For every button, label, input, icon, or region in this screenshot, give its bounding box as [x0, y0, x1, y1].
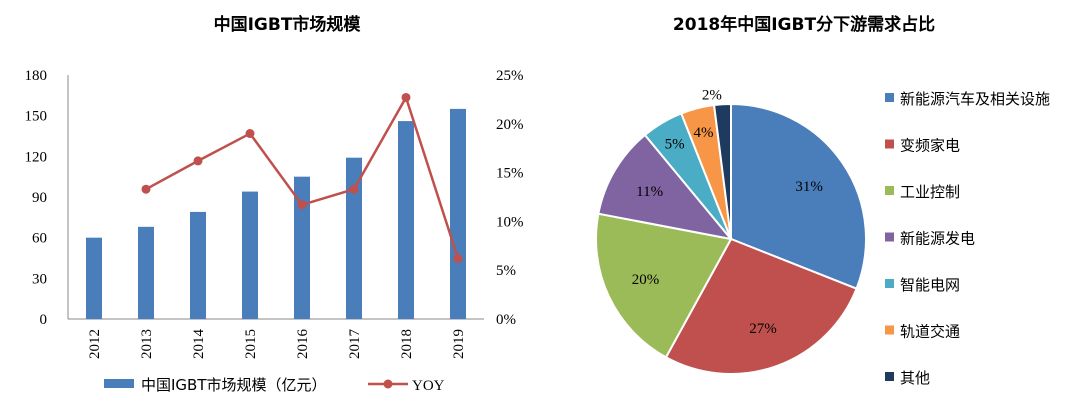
pie-slices	[595, 102, 867, 375]
right-y-tick-labels: 25% 20% 15% 10% 5% 0%	[496, 68, 524, 328]
right-y-tick-label: 0%	[496, 312, 516, 328]
pie-legend-swatch-0	[885, 93, 894, 102]
pie-legend-swatch-6	[885, 372, 894, 381]
right-y-tick-label: 20%	[496, 117, 524, 133]
legend-line-marker	[383, 379, 393, 389]
pie-chart-title: 2018年中国IGBT分下游需求占比	[673, 14, 935, 35]
legend-bar-label: 中国IGBT市场规模（亿元）	[141, 376, 327, 394]
bar-2016	[294, 176, 310, 319]
pie-slice-1	[664, 237, 858, 375]
x-tick-label: 2016	[295, 329, 311, 360]
yoy-point-2016	[297, 200, 307, 210]
bar-2019	[450, 108, 466, 319]
yoy-point-2018	[401, 92, 411, 102]
x-tick-label: 2015	[243, 329, 259, 359]
pie-chart: 2018年中国IGBT分下游需求占比 31% 27% 20% 11% 5% 4% 2% 新能…	[595, 14, 1050, 387]
pie-legend-label-0: 新能源汽车及相关设施	[900, 90, 1050, 108]
pie-slice-6	[712, 102, 732, 240]
yoy-point-2015	[245, 129, 255, 139]
left-y-tick-label: 90	[32, 190, 47, 206]
yoy-point-2014	[193, 156, 203, 166]
left-y-tick-labels: 180 150 120 90 60 30 0	[25, 68, 48, 328]
pie-slice-0	[730, 102, 867, 290]
right-y-tick-label: 15%	[496, 166, 524, 182]
yoy-point-2017	[349, 184, 359, 194]
left-y-tick-label: 150	[25, 109, 48, 125]
yoy-line-series	[141, 92, 463, 263]
pie-legend-swatch-3	[885, 232, 894, 242]
pie-legend-label-2: 工业控制	[900, 183, 960, 201]
legend-bar-swatch	[104, 379, 134, 388]
left-y-tick-label: 180	[25, 68, 48, 84]
pie-slice-labels: 31% 27% 20% 11% 5% 4% 2%	[632, 87, 823, 337]
x-tick-label: 2014	[191, 329, 207, 360]
x-tick-labels: 2012 2013 2014 2015 2016 2017 2018 2019	[87, 329, 467, 360]
bar-2015	[242, 191, 258, 319]
bar-2012	[86, 237, 102, 319]
pie-legend-label-4: 智能电网	[900, 276, 960, 294]
pie-label-5: 4%	[693, 125, 713, 141]
bar-chart-legend: 中国IGBT市场规模（亿元） YOY	[104, 376, 445, 394]
pie-label-6: 2%	[702, 87, 722, 103]
right-y-tick-label: 5%	[496, 263, 516, 279]
bar-2018	[398, 121, 414, 319]
pie-slice-3	[597, 133, 734, 241]
legend-line-label: YOY	[412, 378, 445, 394]
pie-legend-label-5: 轨道交通	[900, 323, 960, 341]
pie-legend-swatch-4	[885, 279, 894, 288]
x-tick-label: 2019	[451, 329, 467, 359]
x-tick-label: 2017	[347, 329, 363, 360]
left-y-tick-label: 60	[32, 231, 47, 247]
left-y-tick-label: 120	[25, 149, 48, 165]
pie-legend-label-3: 新能源发电	[900, 230, 975, 248]
bar-series	[86, 108, 466, 319]
x-tick-label: 2013	[139, 329, 155, 359]
pie-legend-label-6: 其他	[900, 369, 930, 387]
bar-2013	[138, 226, 154, 319]
left-y-tick-label: 0	[40, 312, 48, 328]
bar-2017	[346, 157, 362, 319]
x-tick-label: 2012	[87, 329, 103, 359]
pie-legend-label-1: 变频家电	[900, 137, 960, 155]
right-y-tick-label: 25%	[496, 68, 524, 84]
pie-legend-swatch-1	[885, 139, 894, 149]
bar-chart-title: 中国IGBT市场规模	[214, 14, 362, 35]
pie-slice-2	[595, 212, 733, 359]
pie-label-3: 11%	[636, 184, 663, 200]
right-y-tick-label: 10%	[496, 214, 524, 230]
pie-label-4: 5%	[665, 137, 685, 153]
yoy-point-2019	[453, 253, 463, 263]
pie-label-0: 31%	[795, 179, 823, 195]
yoy-point-2013	[141, 184, 151, 194]
pie-label-1: 27%	[749, 321, 777, 337]
pie-legend-swatch-5	[885, 325, 894, 335]
pie-label-2: 20%	[632, 272, 660, 288]
x-tick-label: 2018	[399, 329, 415, 359]
pie-legend-swatch-2	[885, 186, 894, 195]
bar-line-chart: 中国IGBT市场规模 180 150 120 90 60 30 0 25% 20% 15% 10%…	[25, 14, 524, 394]
bar-2014	[190, 211, 206, 319]
left-y-tick-label: 30	[32, 271, 47, 287]
